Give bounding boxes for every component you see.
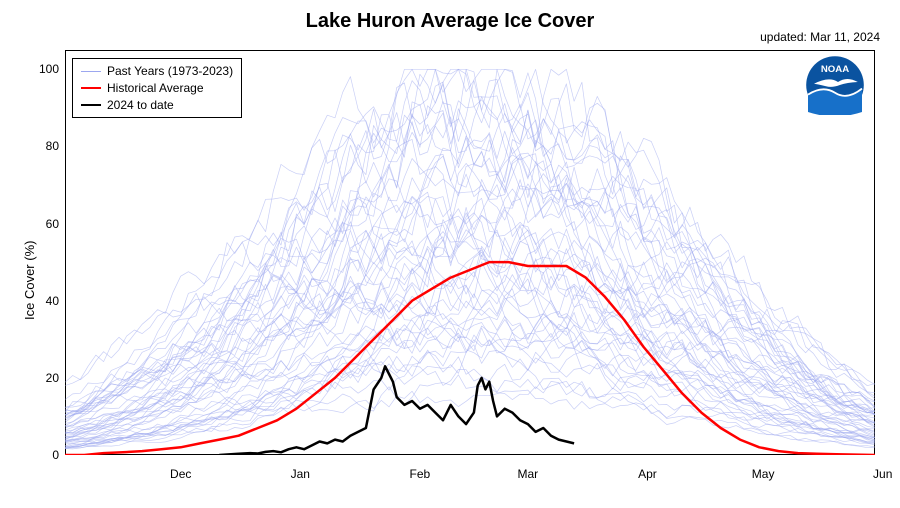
y-tick-label: 100 (29, 62, 59, 76)
legend-swatch (81, 71, 101, 72)
chart-root: Lake Huron Average Ice Cover updated: Ma… (0, 0, 900, 508)
x-tick-label: Apr (638, 467, 657, 481)
x-tick-label: Dec (170, 467, 191, 481)
x-tick-label: May (752, 467, 775, 481)
x-tick-label: Jun (873, 467, 892, 481)
legend: Past Years (1973-2023)Historical Average… (72, 58, 242, 118)
y-tick-label: 60 (29, 217, 59, 231)
y-tick-label: 40 (29, 294, 59, 308)
y-tick-label: 0 (29, 448, 59, 462)
legend-row: 2024 to date (81, 97, 233, 114)
legend-label: 2024 to date (107, 97, 174, 114)
y-tick-label: 20 (29, 371, 59, 385)
legend-swatch (81, 104, 101, 106)
y-tick-label: 80 (29, 139, 59, 153)
updated-text: updated: Mar 11, 2024 (760, 30, 880, 44)
legend-row: Historical Average (81, 80, 233, 97)
y-axis-label: Ice Cover (%) (22, 241, 37, 320)
legend-label: Historical Average (107, 80, 204, 97)
legend-swatch (81, 87, 101, 89)
x-tick-label: Mar (518, 467, 539, 481)
legend-label: Past Years (1973-2023) (107, 63, 233, 80)
x-tick-label: Jan (291, 467, 310, 481)
x-tick-label: Feb (410, 467, 431, 481)
legend-row: Past Years (1973-2023) (81, 63, 233, 80)
